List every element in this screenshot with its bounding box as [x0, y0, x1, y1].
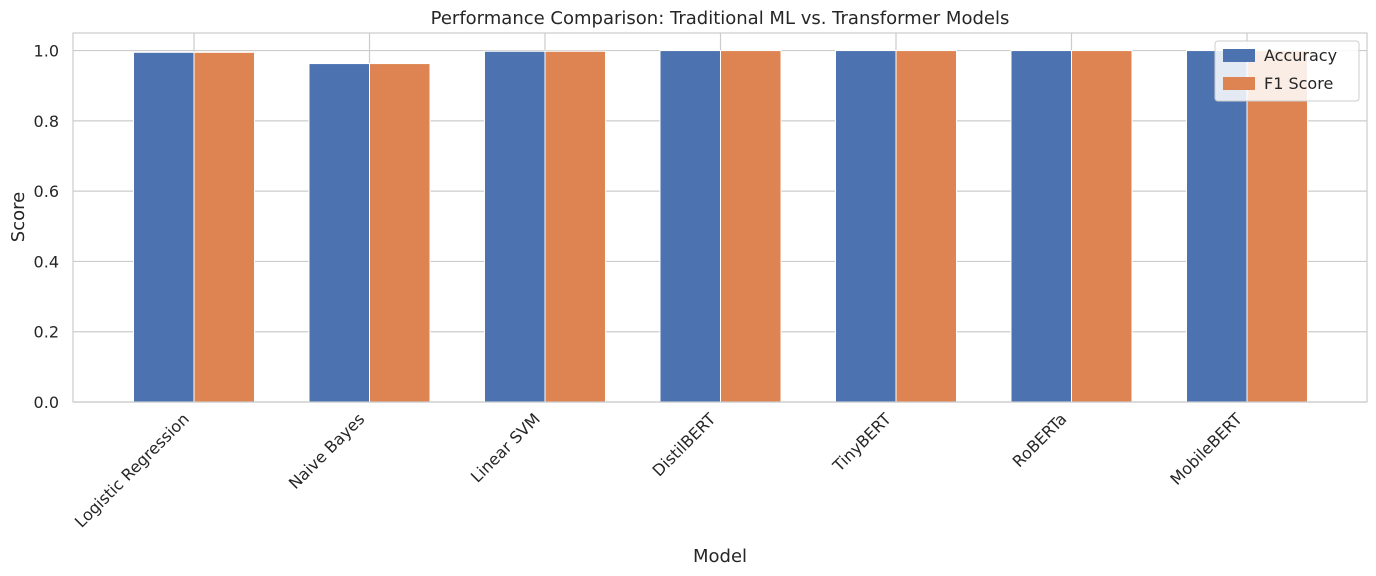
legend: Accuracy F1 Score: [1214, 40, 1360, 102]
y-tick-label: 0.6: [34, 182, 59, 201]
bar-accuracy-6: [1186, 50, 1248, 403]
bar-f1-score-2: [544, 50, 606, 403]
bar-f1-score-5: [1071, 50, 1133, 403]
legend-swatch: [1223, 77, 1255, 90]
x-axis-title: Model: [693, 546, 747, 567]
y-tick-labels: 0.0 0.2 0.4 0.6 0.8 1.0: [34, 42, 59, 412]
bars: [133, 50, 1308, 403]
y-axis-title: Score: [8, 192, 29, 242]
bar-accuracy-4: [835, 50, 897, 403]
y-tick-label: 0.4: [34, 252, 59, 271]
legend-label: F1 Score: [1264, 74, 1333, 93]
chart-title: Performance Comparison: Traditional ML v…: [431, 8, 1010, 29]
y-tick-label: 0.8: [34, 112, 59, 131]
legend-label: Accuracy: [1264, 46, 1337, 65]
bar-accuracy-2: [484, 50, 546, 403]
legend-swatch: [1223, 49, 1255, 62]
y-tick-label: 0.0: [34, 393, 59, 412]
y-tick-label: 1.0: [34, 42, 59, 61]
plot-frame: [72, 32, 1368, 403]
x-tick-label: RoBERTa: [1009, 409, 1071, 471]
bar-f1-score-1: [369, 63, 431, 403]
x-tick-label: DistilBERT: [649, 409, 720, 480]
x-tick-label: Logistic Regression: [71, 409, 193, 531]
bar-accuracy-1: [308, 63, 370, 403]
bar-accuracy-0: [133, 51, 195, 403]
bar-f1-score-0: [193, 51, 255, 403]
x-tick-label: Linear SVM: [467, 409, 544, 486]
x-tick-labels: Logistic Regression Naive Bayes Linear SVM…: [71, 409, 1246, 531]
bar-f1-score-6: [1246, 50, 1308, 403]
bar-accuracy-3: [659, 50, 721, 403]
x-tick-label: TinyBERT: [828, 409, 895, 476]
x-tick-label: Naive Bayes: [285, 409, 368, 492]
bar-accuracy-5: [1010, 50, 1072, 403]
bar-f1-score-4: [895, 50, 957, 403]
bar-f1-score-3: [720, 50, 782, 403]
y-tick-label: 0.2: [34, 323, 59, 342]
x-tick-label: MobileBERT: [1166, 409, 1246, 489]
